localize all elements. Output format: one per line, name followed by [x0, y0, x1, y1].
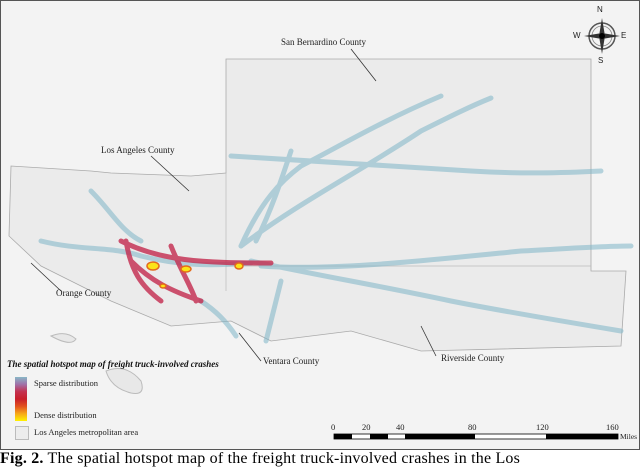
scale-tick: 0 [331, 422, 336, 432]
map-graphic [1, 1, 639, 449]
leader-lines [30, 48, 437, 362]
label-riverside: Riverside County [441, 353, 505, 363]
island [49, 333, 77, 343]
label-orange: Orange County [56, 288, 112, 298]
sparse-routes [38, 93, 634, 344]
label-san-bernardino: San Bernardino County [281, 37, 366, 47]
compass-w: W [573, 31, 581, 40]
figure-caption: Fig. 2. The spatial hotspot map of the f… [0, 450, 520, 468]
metro-area-polygon [8, 58, 627, 352]
label-ventura: Ventara County [263, 356, 320, 366]
hotspot-cores [146, 261, 244, 289]
figure-label: Fig. 2. [0, 450, 44, 467]
scale-unit: Miles [620, 432, 638, 441]
hotspot-map: N S E W San Bernardino County Los Angele… [0, 0, 640, 450]
compass-s: S [598, 56, 604, 65]
caption-text: The spatial hotspot map of the freight t… [47, 450, 521, 467]
compass-icon [584, 18, 620, 54]
scale-tick: 20 [362, 422, 371, 432]
island [105, 368, 143, 394]
label-los-angeles: Los Angeles County [101, 145, 175, 155]
legend-dense: Dense distribution [34, 410, 97, 420]
scale-tick: 80 [468, 422, 477, 432]
compass-n: N [597, 5, 603, 14]
scale-tick: 160 [606, 422, 619, 432]
scale-tick: 120 [536, 422, 549, 432]
map-title: The spatial hotspot map of freight truck… [7, 359, 219, 369]
legend-sparse: Sparse distribution [34, 378, 98, 388]
compass-e: E [621, 31, 627, 40]
legend-color-ramp [15, 377, 27, 421]
scale-bar [333, 433, 619, 440]
legend-area: Los Angeles metropolitan area [34, 427, 139, 437]
legend-area-swatch [15, 426, 29, 440]
scale-tick: 40 [396, 422, 405, 432]
